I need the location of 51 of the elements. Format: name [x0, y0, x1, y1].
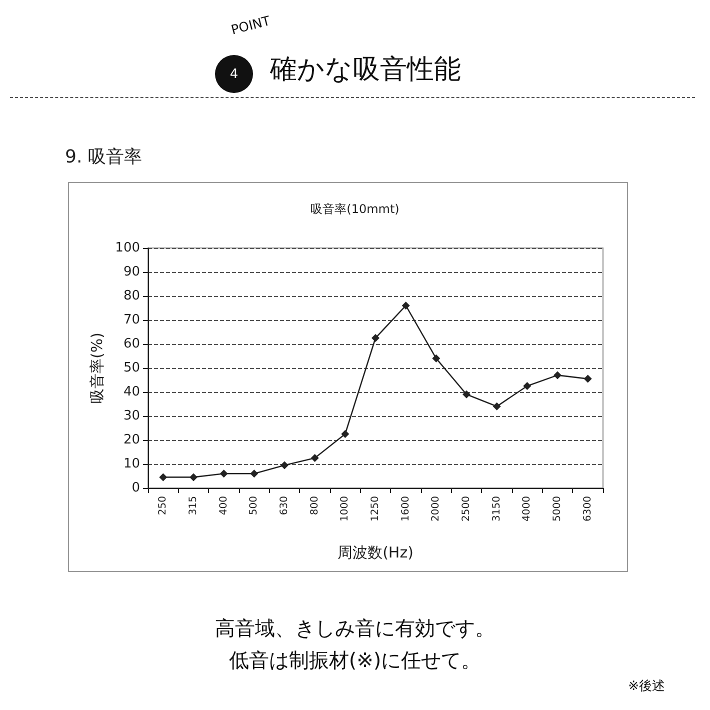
- point: [250, 470, 258, 478]
- y-axis-title: 吸音率(%): [88, 332, 106, 404]
- text: 高音域、きしみ音に有効です。: [215, 616, 495, 640]
- y-tick-label: 80: [123, 288, 140, 304]
- text: ※後述: [628, 679, 666, 694]
- x-tick-label: 500: [248, 496, 260, 516]
- point: [341, 430, 350, 438]
- point: [523, 382, 532, 390]
- text: 低音は制振材(※)に任せて。: [228, 648, 482, 672]
- y-tick-label: 10: [123, 456, 140, 472]
- x-axis-title: 周波数(Hz): [338, 544, 414, 562]
- y-tick-label: 40: [123, 384, 140, 400]
- y-tick-label: 100: [115, 240, 140, 256]
- text: 9. 吸音率: [65, 146, 142, 168]
- point: [310, 454, 319, 462]
- point: [554, 371, 562, 380]
- point: [462, 390, 470, 398]
- x-tick-label: 2500: [461, 496, 472, 522]
- x-tick-label: 1250: [370, 496, 381, 522]
- point: [159, 473, 168, 482]
- x-tick-label: 400: [218, 496, 230, 516]
- x-tick-label: 3150: [491, 496, 502, 522]
- x-tick-label: 315: [188, 496, 199, 516]
- x-tick-label: 4000: [522, 496, 533, 522]
- y-tick-label: 60: [123, 336, 140, 352]
- x-tick-label: 630: [279, 496, 290, 516]
- point: [584, 374, 592, 383]
- point: [432, 354, 440, 362]
- point: [190, 473, 198, 482]
- y-tick-label: 0: [132, 480, 140, 496]
- y-tick-label: 90: [123, 264, 140, 280]
- x-tick-label: 2000: [430, 496, 442, 522]
- text: POINT: [230, 14, 272, 38]
- x-tick-label: 6300: [582, 496, 594, 522]
- y-tick-label: 30: [123, 408, 140, 424]
- x-tick-label: 250: [158, 496, 169, 516]
- y-tick-label: 20: [123, 432, 140, 448]
- x-tick-label: 1600: [400, 496, 412, 522]
- point: [280, 461, 288, 470]
- x-tick-label: 5000: [552, 496, 563, 522]
- number-badge: 4: [215, 55, 253, 93]
- y-tick-label: 50: [123, 360, 140, 376]
- x-tick-label: 1000: [340, 496, 351, 522]
- chart-title: 吸音率(10mmt): [310, 202, 400, 216]
- point: [220, 470, 228, 478]
- point: [492, 402, 501, 410]
- x-tick-label: 800: [309, 496, 320, 516]
- text: 確かな吸音性能: [269, 54, 461, 85]
- y-tick-label: 70: [123, 312, 140, 328]
- point: [402, 302, 410, 310]
- point: [372, 334, 380, 342]
